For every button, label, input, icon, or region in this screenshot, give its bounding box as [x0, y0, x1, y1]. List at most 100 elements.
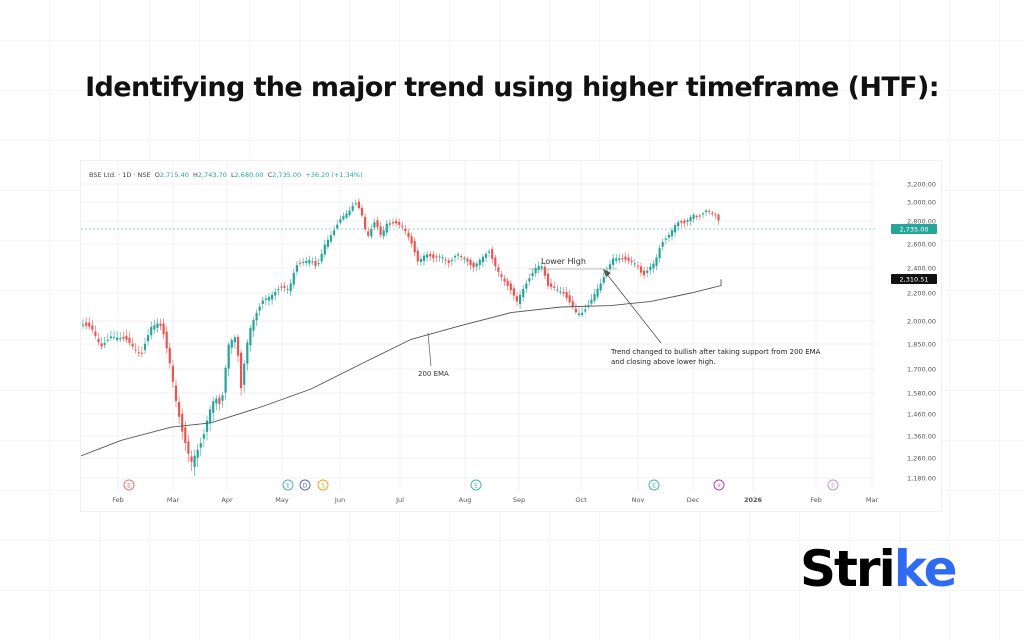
candle-down: [469, 259, 472, 265]
candle-up: [212, 401, 215, 413]
candle-down: [413, 241, 416, 253]
candle-up: [81, 324, 85, 326]
candle-down: [314, 260, 317, 266]
candle-up: [692, 214, 695, 219]
candle-up: [525, 283, 528, 289]
candle-down: [178, 402, 181, 417]
candle-down: [159, 323, 162, 326]
event-marker-icon[interactable]: [470, 479, 482, 491]
candle-up: [202, 434, 205, 439]
candle-down: [379, 226, 382, 235]
candle-down: [137, 352, 140, 354]
candle-up: [385, 223, 388, 233]
candle-up: [264, 298, 267, 300]
candle-up: [305, 261, 308, 263]
candle-up: [258, 306, 261, 311]
event-marker-icon[interactable]: [827, 479, 839, 491]
event-marker-icon[interactable]: [648, 479, 660, 491]
candle-down: [550, 283, 553, 287]
event-marker-icon[interactable]: [713, 479, 725, 491]
candle-down: [280, 286, 283, 288]
y-tick-label: 2,600.00: [907, 241, 936, 249]
event-marker-label: ⚡: [717, 483, 721, 490]
candle-up: [686, 220, 689, 222]
event-marker-icon[interactable]: [317, 479, 329, 491]
candle-down: [407, 232, 410, 238]
candle-up: [528, 278, 531, 282]
candle-down: [472, 262, 475, 268]
candle-down: [708, 210, 711, 212]
candle-up: [519, 294, 522, 305]
candle-up: [577, 313, 581, 315]
candle-down: [562, 292, 565, 294]
candle-down: [714, 214, 717, 216]
candle-down: [298, 262, 302, 264]
candle-down: [500, 274, 503, 277]
candle-up: [701, 213, 705, 215]
event-marker-icon[interactable]: [282, 479, 294, 491]
candle-up: [481, 256, 484, 263]
x-tick-label: Sep: [513, 496, 525, 504]
candle-up: [426, 254, 429, 258]
candlestick-chart[interactable]: 3,200.00 3,000.00 2,800.00 2,600.00 2,400.00…: [81, 161, 941, 511]
candle-up: [336, 224, 339, 229]
candle-down: [509, 283, 512, 291]
candle-up: [559, 291, 562, 293]
candle-up: [661, 242, 664, 247]
candle-up: [351, 205, 354, 211]
event-marker-label: S: [321, 483, 325, 490]
candle-up: [475, 263, 478, 267]
candle-down: [181, 413, 184, 432]
candle-up: [441, 257, 444, 259]
y-tick-label: 1,180.00: [907, 475, 936, 483]
candle-down: [506, 280, 509, 286]
candle-up: [584, 309, 587, 312]
candle-up: [438, 256, 441, 258]
candle-down: [174, 385, 178, 402]
candle-up: [593, 293, 596, 301]
y-tick-label: 3,200.00: [907, 181, 936, 189]
ema-price-text: 2,310.51: [900, 276, 929, 284]
candle-down: [497, 267, 500, 272]
candle-up: [612, 258, 615, 265]
event-marker-icon[interactable]: [123, 479, 135, 491]
y-tick-label: 2,400.00: [907, 265, 936, 273]
candle-up: [652, 263, 655, 269]
chart-panel[interactable]: BSE Ltd. · 1D · NSE O2,715.40 H2,743.70 …: [80, 160, 942, 512]
y-tick-label: 1,850.00: [907, 341, 936, 349]
candle-up: [286, 288, 289, 290]
candle-up: [590, 299, 593, 304]
candle-up: [658, 248, 661, 259]
x-tick-label: Oct: [575, 496, 587, 504]
candle-up: [103, 343, 106, 345]
candle-down: [94, 331, 97, 336]
candle-down: [627, 257, 630, 261]
candle-up: [292, 272, 295, 285]
candle-down: [187, 441, 190, 454]
candle-down: [683, 220, 686, 224]
candle-up: [670, 230, 674, 237]
candle-up: [153, 325, 156, 330]
low-value: 2,680.00: [234, 171, 264, 179]
last-price-text: 2,735.00: [900, 226, 929, 234]
candle-up: [463, 257, 466, 259]
candle-up: [230, 340, 233, 348]
y-tick-label: 2,000.00: [907, 318, 936, 326]
candle-up: [488, 251, 491, 253]
candle-up: [522, 288, 525, 298]
candle-down: [621, 258, 624, 260]
candle-down: [624, 256, 627, 260]
ema-price-tag: [891, 274, 937, 284]
symbol-label: BSE Ltd. · 1D · NSE: [89, 171, 151, 179]
y-tick-label: 1,700.00: [907, 366, 936, 374]
close-value: 2,735.00: [272, 171, 302, 179]
candle-down: [131, 343, 134, 347]
x-tick-label: May: [275, 496, 289, 504]
candle-down: [695, 215, 698, 217]
candle-up: [205, 420, 209, 432]
candle-up: [348, 210, 351, 216]
arrow-head: [603, 269, 611, 277]
candle-up: [116, 337, 119, 340]
chart-legend: BSE Ltd. · 1D · NSE O2,715.40 H2,743.70 …: [89, 171, 363, 179]
event-marker-icon[interactable]: [299, 479, 311, 491]
